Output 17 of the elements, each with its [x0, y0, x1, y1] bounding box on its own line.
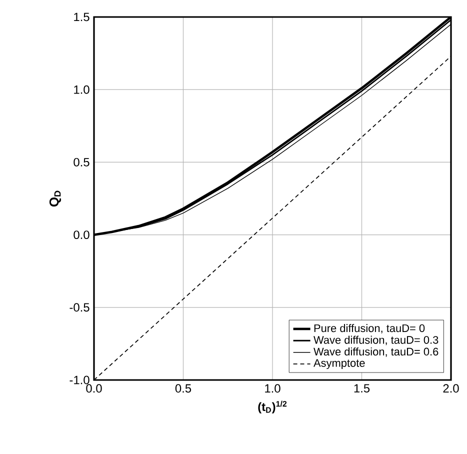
y-tick-label: -1.0	[70, 376, 90, 384]
x-tick-label: 1.0	[265, 384, 280, 393]
legend-label: Wave diffusion, tauD= 0.3	[314, 336, 438, 346]
x-tick-label: 2.0	[443, 384, 459, 393]
x-axis-title: (t$_{D}$)$^{1/2}$	[258, 400, 287, 414]
y-axis-title: Q$_{D}$	[49, 190, 62, 207]
legend-label: Pure diffusion, tauD= 0	[314, 324, 425, 334]
x-tick-label: 0.0	[86, 384, 102, 393]
y-tick-label: 0.5	[74, 158, 90, 166]
y-tick-label: -0.5	[70, 303, 90, 312]
y-tick-label: 0.0	[74, 230, 90, 240]
legend-label: Asymptote	[314, 359, 365, 370]
legend-label: Wave diffusion, tauD= 0.6	[314, 347, 438, 357]
x-tick-label: 1.5	[354, 384, 370, 393]
x-tick-label: 0.5	[175, 384, 192, 393]
y-tick-label: 1.0	[74, 85, 90, 94]
y-tick-label: 1.5	[74, 12, 90, 22]
